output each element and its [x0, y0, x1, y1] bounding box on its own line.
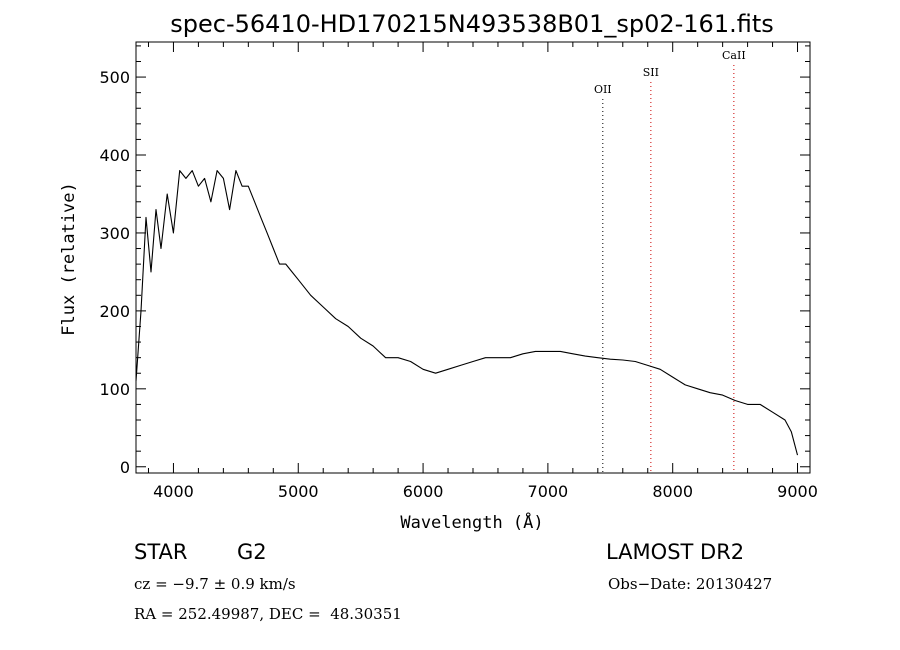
y-tick-label: 400	[99, 146, 130, 165]
x-axis-label: Wavelength (Å)	[400, 511, 543, 533]
x-tick-label: 4000	[153, 482, 194, 501]
obs-date: Obs−Date: 20130427	[608, 575, 773, 593]
x-tick-label: 6000	[403, 482, 444, 501]
chart-title: spec-56410-HD170215N493538B01_sp02-161.f…	[170, 10, 774, 38]
spectrum-series	[135, 170, 799, 456]
y-axis-ticks: 0 100 200 300 400 500	[99, 45, 810, 477]
emission-line-label: CaII	[722, 49, 746, 62]
spectrum-line	[135, 170, 799, 456]
y-tick-label: 500	[99, 68, 130, 87]
emission-line-label: SII	[643, 66, 659, 79]
object-subclass: G2	[237, 540, 267, 564]
plot-frame	[135, 41, 811, 474]
plot-axes	[135, 41, 811, 474]
emission-line-markers: OII SII CaII	[594, 49, 746, 473]
survey-name: LAMOST DR2	[606, 540, 745, 564]
redshift-cz: cz = −9.7 ± 0.9 km/s	[134, 575, 296, 593]
y-tick-label: 300	[99, 224, 130, 243]
x-tick-label: 5000	[278, 482, 319, 501]
x-tick-label: 7000	[528, 482, 569, 501]
coordinates: RA = 252.49987, DEC = 48.30351	[134, 605, 402, 623]
x-axis-ticks: 4000 5000 6000 7000 8000 9000	[147, 42, 818, 501]
x-tick-label: 8000	[652, 482, 693, 501]
object-class: STAR	[134, 540, 188, 564]
x-tick-label: 9000	[777, 482, 818, 501]
y-axis-label: Flux (relative)	[59, 182, 79, 336]
emission-line-label: OII	[594, 83, 612, 96]
y-tick-label: 0	[120, 458, 130, 477]
y-tick-label: 100	[99, 380, 130, 399]
y-tick-label: 200	[99, 302, 130, 321]
